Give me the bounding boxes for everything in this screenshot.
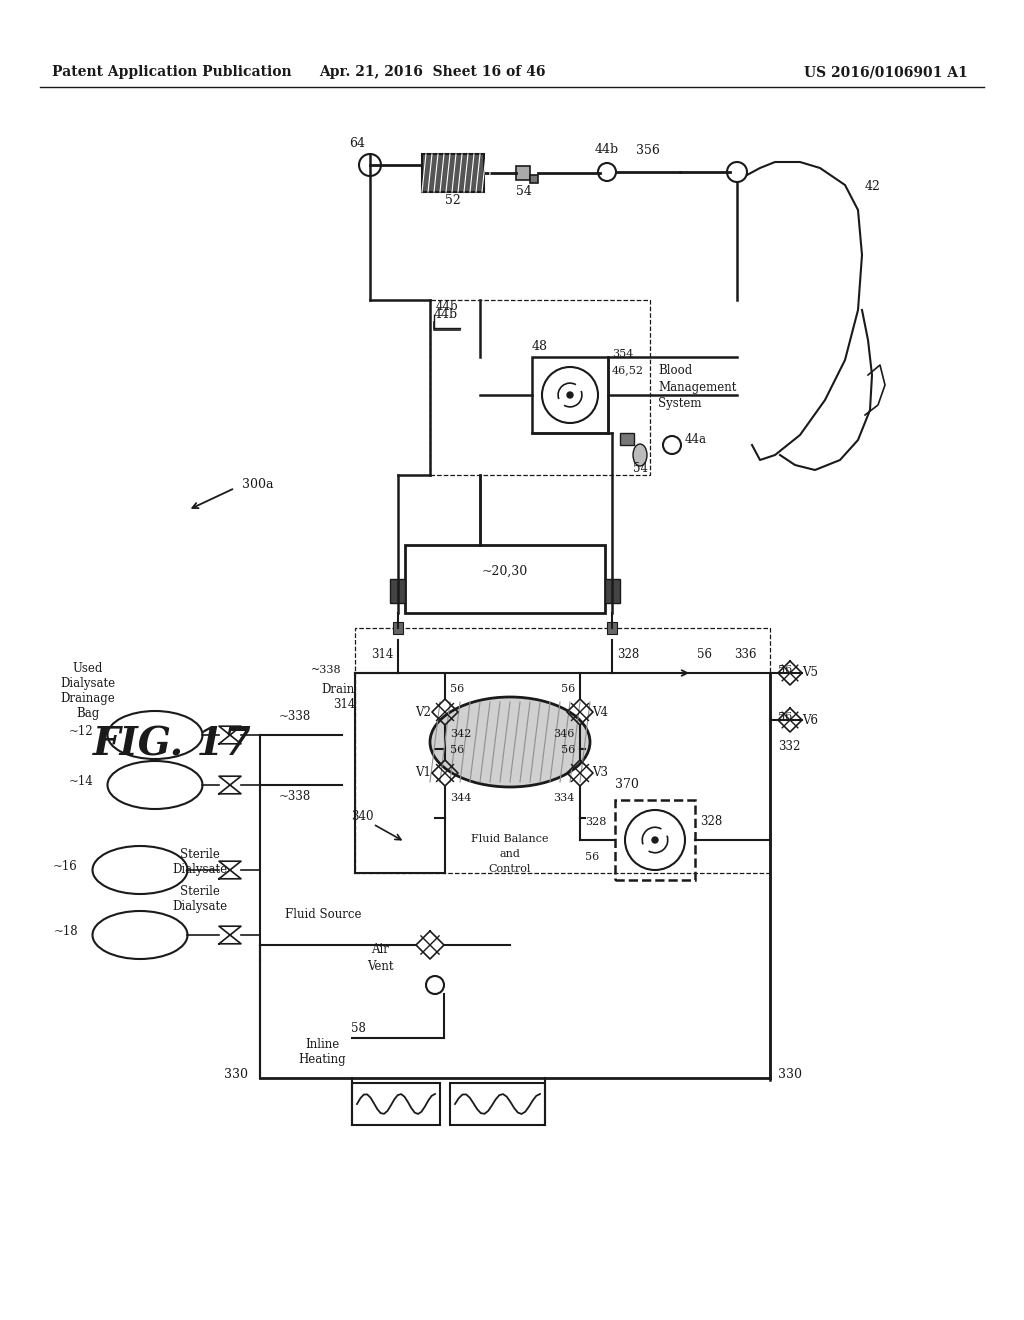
Text: V2: V2 (415, 705, 431, 718)
Text: Dialysate: Dialysate (172, 900, 227, 913)
Text: 56: 56 (561, 744, 575, 755)
Text: 56: 56 (778, 711, 793, 722)
Text: US 2016/0106901 A1: US 2016/0106901 A1 (804, 65, 968, 79)
Text: 64: 64 (349, 137, 365, 150)
Bar (607, 622, 617, 634)
Text: FIG. 17: FIG. 17 (93, 726, 252, 764)
Text: Fluid Source: Fluid Source (285, 908, 361, 921)
Text: 342: 342 (450, 729, 471, 739)
Text: 336: 336 (734, 648, 757, 661)
Text: 54: 54 (633, 462, 647, 475)
Bar (406, 545, 605, 612)
Bar (422, 154, 484, 191)
Text: 52: 52 (445, 194, 461, 207)
Ellipse shape (430, 697, 590, 787)
Text: V3: V3 (592, 767, 608, 780)
Text: 340: 340 (351, 810, 374, 822)
Text: 44b: 44b (436, 300, 459, 313)
Text: Heating: Heating (298, 1053, 346, 1067)
Ellipse shape (633, 444, 647, 466)
Bar (530, 176, 538, 183)
Text: 56: 56 (450, 684, 464, 694)
Text: 370: 370 (615, 777, 639, 791)
Text: Vent: Vent (367, 960, 393, 973)
Text: 56: 56 (585, 851, 599, 862)
Text: 58: 58 (350, 1022, 366, 1035)
Text: Patent Application Publication: Patent Application Publication (52, 65, 292, 79)
Text: 44b: 44b (595, 143, 620, 156)
Bar (516, 166, 530, 180)
Bar (352, 1082, 440, 1125)
Bar (450, 1082, 545, 1125)
Text: Control: Control (488, 865, 531, 874)
Text: ~14: ~14 (69, 775, 93, 788)
Text: 328: 328 (617, 648, 639, 661)
Text: V1: V1 (415, 767, 431, 780)
Bar (532, 356, 608, 433)
Text: 56: 56 (778, 665, 793, 675)
Text: and: and (500, 849, 520, 859)
Text: 54: 54 (516, 185, 531, 198)
Text: V4: V4 (592, 705, 608, 718)
Text: ~338: ~338 (279, 789, 311, 803)
Text: 44b: 44b (434, 308, 458, 321)
Text: 330: 330 (224, 1068, 248, 1081)
Text: V6: V6 (802, 714, 818, 726)
Text: 354: 354 (612, 348, 634, 359)
Text: 332: 332 (778, 741, 801, 752)
Text: Dialysate: Dialysate (60, 677, 116, 690)
Text: Fluid Balance: Fluid Balance (471, 834, 549, 843)
Text: Sterile: Sterile (180, 847, 220, 861)
Text: ~18: ~18 (53, 925, 78, 939)
Text: 328: 328 (585, 817, 606, 828)
Text: 344: 344 (450, 793, 471, 803)
Bar (393, 622, 403, 634)
Text: Apr. 21, 2016  Sheet 16 of 46: Apr. 21, 2016 Sheet 16 of 46 (318, 65, 545, 79)
Text: 56: 56 (561, 684, 575, 694)
Bar (390, 579, 406, 603)
Text: Bag: Bag (77, 708, 99, 719)
Bar (620, 433, 634, 445)
Text: Blood
Management
System: Blood Management System (658, 363, 736, 411)
Text: 356: 356 (636, 144, 659, 157)
Text: 330: 330 (778, 1068, 802, 1081)
Circle shape (567, 392, 573, 399)
Text: 334: 334 (554, 793, 575, 803)
Text: Sterile: Sterile (180, 884, 220, 898)
Text: Drainage: Drainage (60, 692, 116, 705)
Text: Drain: Drain (322, 682, 355, 696)
Text: 42: 42 (865, 180, 881, 193)
Text: 314: 314 (371, 648, 393, 661)
Text: ~16: ~16 (53, 861, 78, 873)
Text: ~20,30: ~20,30 (482, 565, 528, 578)
Text: 328: 328 (700, 814, 722, 828)
Text: 46,52: 46,52 (612, 366, 644, 375)
Text: 56: 56 (697, 648, 713, 661)
Text: 44a: 44a (685, 433, 707, 446)
Circle shape (652, 837, 658, 843)
Bar (605, 579, 620, 603)
Text: 56: 56 (450, 744, 464, 755)
Text: 346: 346 (554, 729, 575, 739)
Bar (355, 628, 770, 873)
Text: 48: 48 (532, 341, 548, 352)
Text: 300a: 300a (242, 479, 273, 491)
Text: ~338: ~338 (279, 710, 311, 723)
Text: 314: 314 (333, 698, 355, 711)
Text: V5: V5 (802, 667, 818, 680)
Bar (615, 800, 695, 880)
Text: Air: Air (371, 942, 389, 956)
Text: Dialysate: Dialysate (172, 863, 227, 876)
Text: ~338: ~338 (311, 665, 342, 675)
Text: ~12: ~12 (69, 725, 93, 738)
Bar (430, 300, 650, 475)
Text: Used: Used (73, 663, 103, 675)
Text: Inline: Inline (305, 1038, 339, 1051)
